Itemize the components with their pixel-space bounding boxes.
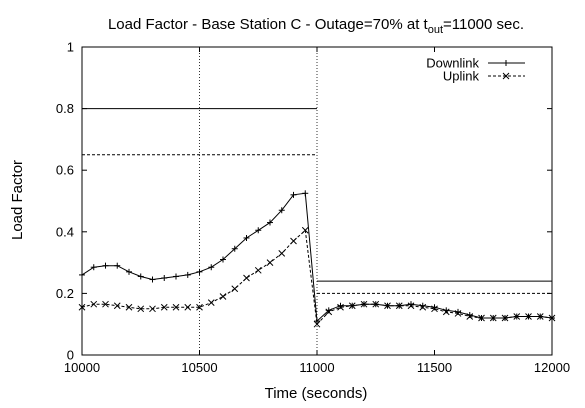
data-point [290,237,297,245]
chart-title-prefix: Load Factor - Base Station C - Outage=70… [108,16,429,33]
x-tick-label: 12000 [534,360,570,375]
data-point [513,313,521,320]
data-point [501,314,509,322]
data-point [254,266,262,274]
data-point [337,303,344,311]
data-point [266,259,274,266]
data-point [160,303,168,311]
data-point [454,310,462,317]
data-point [384,302,391,310]
series-uplink [78,226,556,328]
y-tick-label: 0 [67,348,74,363]
x-tick-label: 10000 [64,360,100,375]
y-tick-label: 1 [67,40,74,55]
data-point [267,219,273,226]
data-point [207,299,215,306]
data-point [149,276,156,283]
data-point [360,300,368,308]
data-point [137,273,144,280]
data-point [126,268,132,275]
data-point [90,300,98,308]
data-point [231,285,239,293]
data-point [220,256,226,263]
data-point [231,245,238,252]
data-point [114,262,121,269]
data-point [113,302,121,310]
data-point [255,227,262,234]
data-point [173,273,179,280]
data-point [301,226,309,234]
x-tick-label: 11000 [299,360,334,375]
legend-marker [503,60,509,66]
data-point [102,300,109,308]
data-point [172,303,180,311]
data-point [161,275,168,281]
y-axis-label: Load Factor [9,160,26,240]
data-point [525,313,532,320]
data-point [196,303,203,311]
data-point [478,314,485,322]
data-point [137,305,145,313]
data-point [302,190,309,197]
data-point [243,234,250,241]
data-point [184,303,192,311]
data-point [290,191,297,198]
data-point [419,303,427,311]
data-point [395,302,403,310]
legend-label: Downlink [426,56,479,71]
data-point [442,308,450,316]
data-point [325,308,333,316]
chart-title-subscript: out [428,24,443,36]
y-tick-label: 0.8 [56,101,74,116]
data-point [348,302,356,310]
data-point [243,274,250,282]
data-point [466,313,474,320]
x-tick-label: 11500 [417,360,452,375]
data-point [90,264,97,271]
x-tick-label: 10500 [181,360,217,375]
x-axis-label: Time (seconds) [265,385,368,402]
y-tick-label: 0.6 [56,163,74,178]
chart-title-suffix: =11000 sec. [443,16,524,33]
data-point [149,305,156,313]
data-point [489,314,497,322]
data-point [407,302,415,310]
data-point [208,264,215,271]
data-point [431,305,438,313]
data-point [372,300,380,308]
data-point [196,268,203,275]
data-point [102,262,109,269]
y-tick-label: 0.4 [56,224,74,239]
data-point [536,313,544,320]
data-point [219,293,227,300]
y-tick-label: 0.2 [56,286,74,301]
plot-area [78,47,556,355]
data-point [278,250,286,257]
chart-title: Load Factor - Base Station C - Outage=70… [108,16,524,36]
axis-ticks: 10000 10500 11000 11500 12000 0 0.2 0.4 0.6 0.8 1 [56,40,570,376]
data-point [125,303,133,311]
data-point [313,320,321,328]
data-point [278,207,285,214]
data-point [184,271,191,278]
legend-label: Uplink [443,69,480,84]
legend-marker [502,72,510,80]
